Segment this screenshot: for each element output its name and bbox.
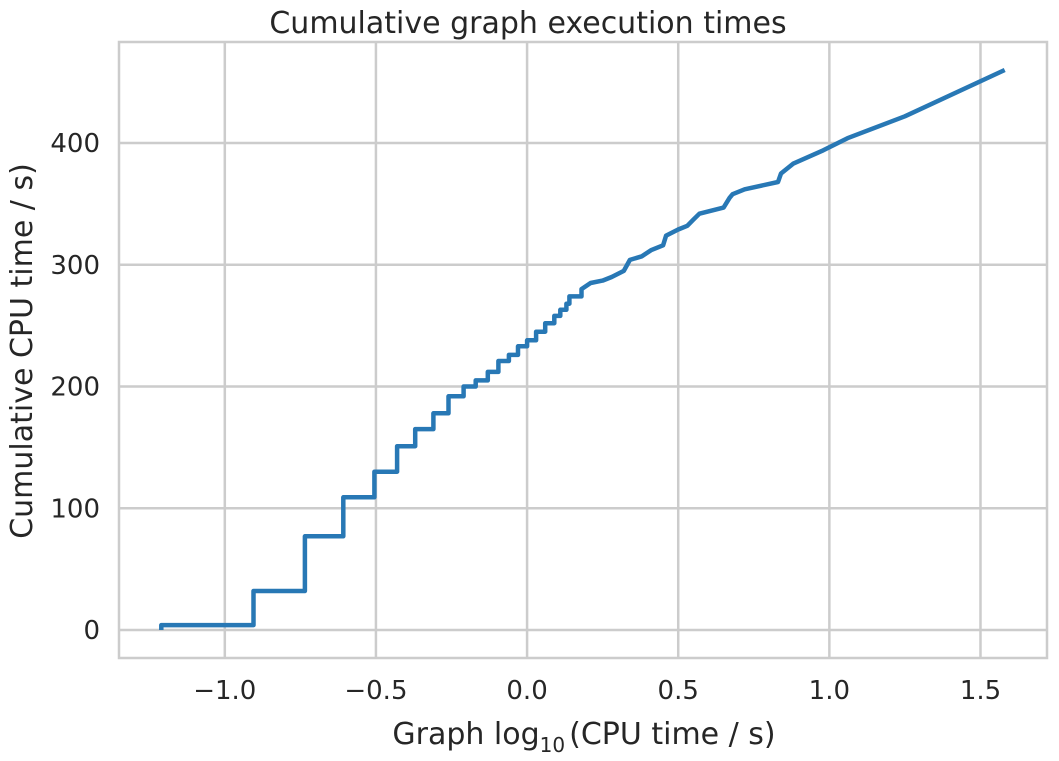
- plot-frame: [117, 40, 1049, 660]
- x-tick-label: 1.0: [809, 676, 850, 706]
- x-tick-label: −1.0: [193, 676, 256, 706]
- series-layer: [159, 67, 1006, 630]
- y-tick-label: 400: [50, 129, 100, 159]
- x-tick-label: 0.5: [658, 676, 699, 706]
- x-tick-labels: −1.0 −0.5 0.0 0.5 1.0 1.5: [193, 676, 1001, 706]
- series-line: [159, 67, 1006, 630]
- x-axis-label-subscript: 10: [540, 733, 565, 757]
- y-tick-label: 200: [50, 373, 100, 403]
- chart-title: Cumulative graph execution times: [269, 6, 786, 41]
- y-tick-label: 100: [50, 494, 100, 524]
- y-tick-label: 0: [83, 616, 100, 646]
- x-tick-label: 1.5: [960, 676, 1001, 706]
- y-tick-label: 300: [50, 251, 100, 281]
- gridlines: [119, 42, 1047, 658]
- x-axis-label: Graph log10 (CPU time / s): [392, 717, 775, 757]
- y-axis-label: Cumulative CPU time / s): [5, 163, 40, 539]
- x-axis-label-prefix: Graph log: [392, 717, 539, 752]
- x-tick-label: 0.0: [506, 676, 547, 706]
- x-axis-label-suffix: (CPU time / s): [569, 717, 776, 752]
- x-tick-label: −0.5: [344, 676, 407, 706]
- y-tick-labels: 0 100 200 300 400: [50, 129, 100, 646]
